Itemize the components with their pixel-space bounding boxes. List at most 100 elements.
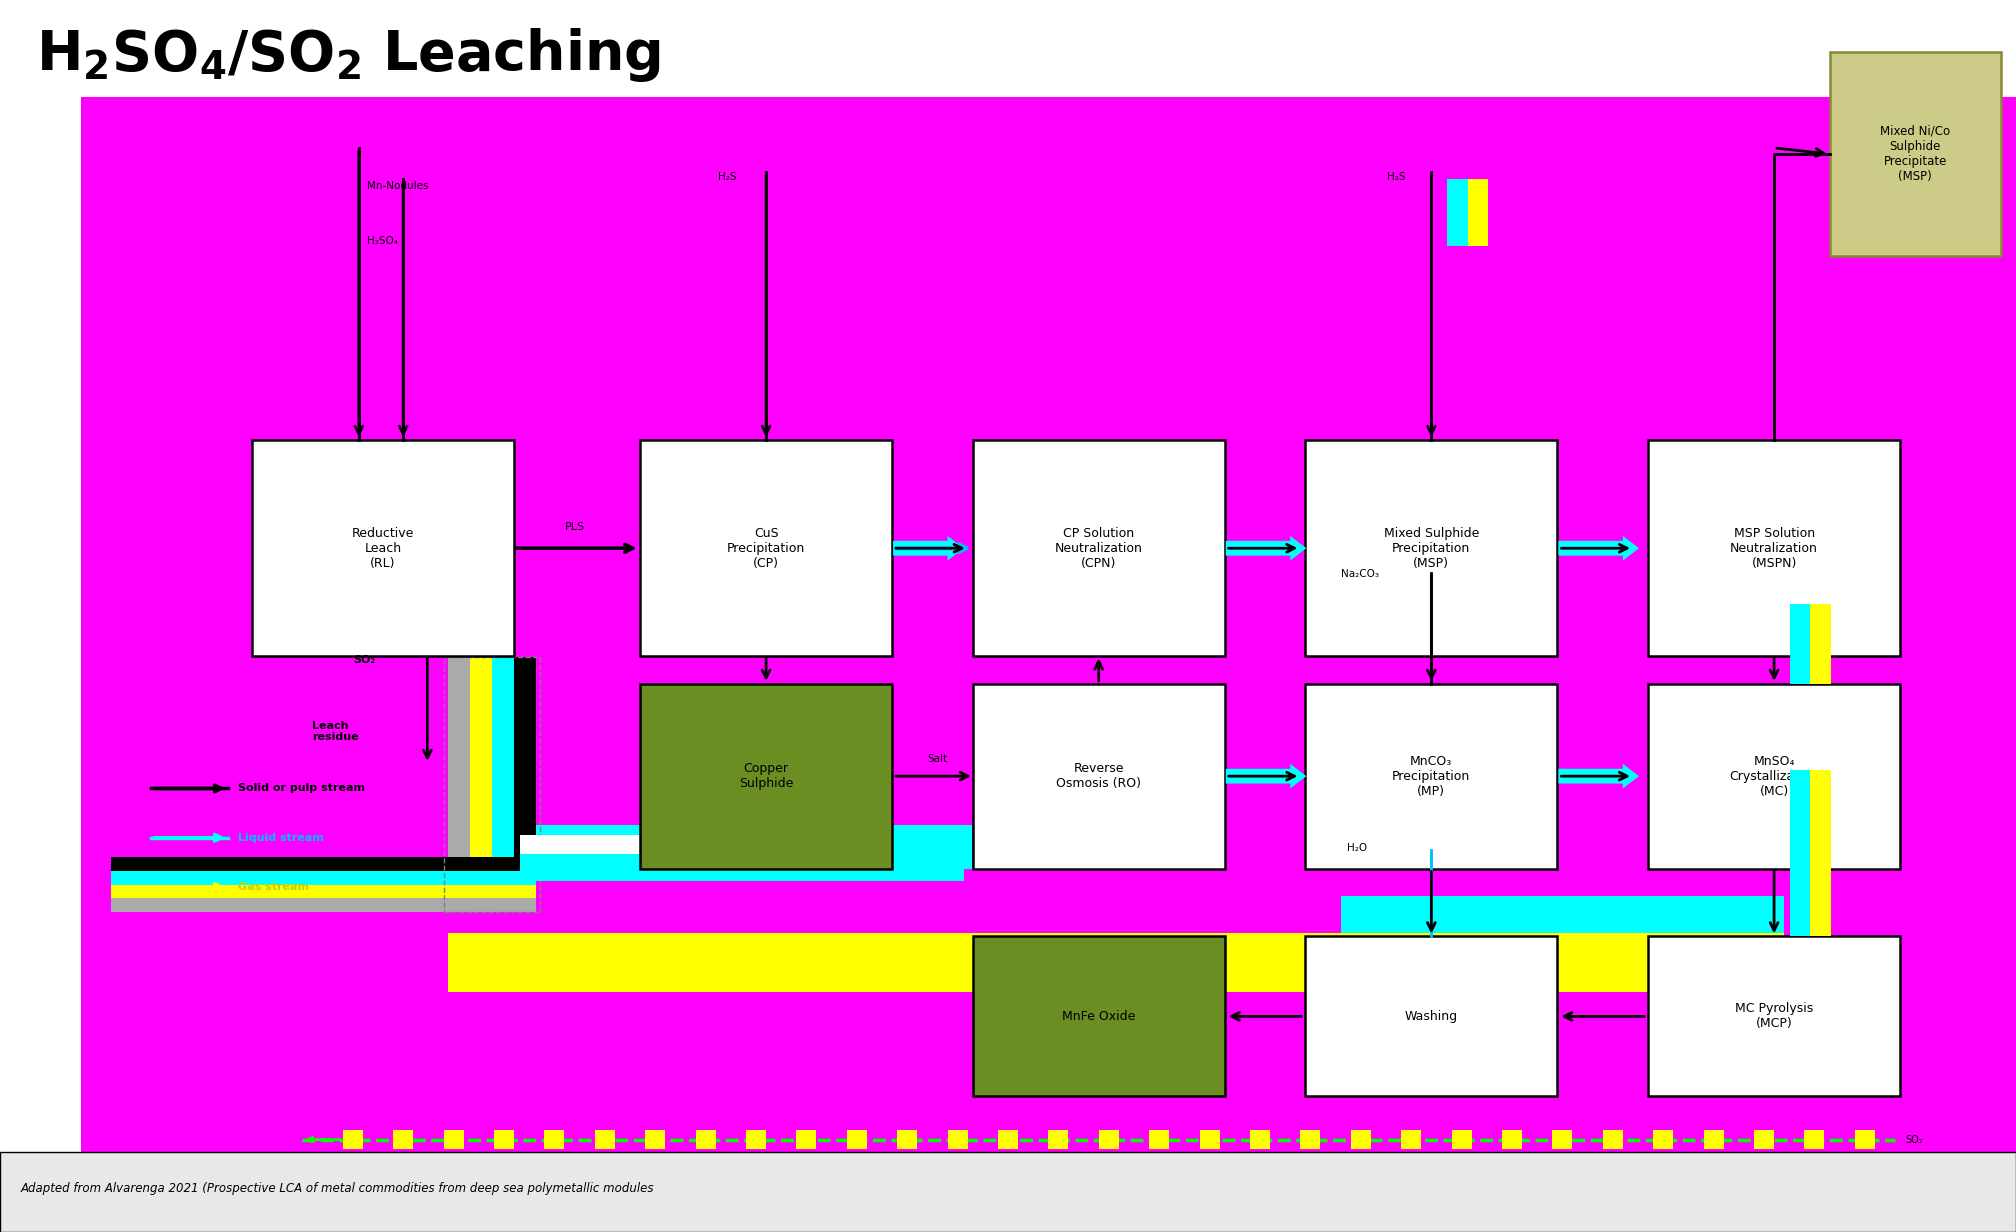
Bar xyxy=(972,440,1224,655)
FancyArrow shape xyxy=(1226,764,1306,788)
Bar xyxy=(948,1130,968,1149)
Bar xyxy=(847,1130,867,1149)
Bar xyxy=(1048,1130,1068,1149)
Bar xyxy=(111,857,536,871)
Text: H₂SO₄: H₂SO₄ xyxy=(367,237,397,246)
Bar xyxy=(1603,1130,1623,1149)
Bar xyxy=(1810,604,1831,684)
Bar xyxy=(0,1152,2016,1232)
Bar xyxy=(448,657,470,912)
Bar xyxy=(111,885,536,898)
Bar xyxy=(1790,869,1810,936)
Text: Washing: Washing xyxy=(1405,1010,1458,1023)
Bar xyxy=(1401,1130,1421,1149)
Text: Leach
residue: Leach residue xyxy=(312,721,359,743)
Bar xyxy=(1306,684,1556,869)
Bar xyxy=(1754,1130,1774,1149)
Text: MnFe Oxide: MnFe Oxide xyxy=(1062,1010,1135,1023)
Bar xyxy=(1790,770,1810,869)
Bar xyxy=(1810,869,1831,936)
Bar xyxy=(998,1130,1018,1149)
Bar xyxy=(448,933,1784,992)
Text: MC Pyrolysis
(MCP): MC Pyrolysis (MCP) xyxy=(1736,1003,1812,1030)
Text: SO₂: SO₂ xyxy=(353,655,375,665)
FancyArrow shape xyxy=(1226,536,1306,561)
Bar xyxy=(343,1130,363,1149)
FancyArrow shape xyxy=(1558,536,1639,561)
Bar xyxy=(492,657,514,912)
Bar xyxy=(1468,179,1488,246)
Text: Mixed Sulphide
Precipitation
(MSP): Mixed Sulphide Precipitation (MSP) xyxy=(1383,527,1480,569)
Text: $\mathbf{H_2SO_4/SO_2\ Leaching}$: $\mathbf{H_2SO_4/SO_2\ Leaching}$ xyxy=(36,26,661,85)
FancyArrow shape xyxy=(1558,764,1639,788)
Bar xyxy=(520,835,722,854)
Bar xyxy=(1810,770,1831,869)
Text: MnSO₄
Crystallization
(MC): MnSO₄ Crystallization (MC) xyxy=(1730,755,1818,797)
Bar xyxy=(1502,1130,1522,1149)
Bar xyxy=(1250,1130,1270,1149)
Bar xyxy=(1149,1130,1169,1149)
Text: Mn-Nodules: Mn-Nodules xyxy=(367,181,429,191)
Text: H₂S: H₂S xyxy=(1387,172,1405,182)
Bar xyxy=(1099,1130,1119,1149)
Bar xyxy=(470,657,492,912)
Text: Reverse
Osmosis (RO): Reverse Osmosis (RO) xyxy=(1056,763,1141,790)
Bar xyxy=(544,1130,564,1149)
Bar xyxy=(1552,1130,1572,1149)
Bar xyxy=(1647,936,1899,1096)
Text: Salt: Salt xyxy=(927,754,948,764)
Bar xyxy=(1351,1130,1371,1149)
Bar xyxy=(641,440,891,655)
Text: H₂S: H₂S xyxy=(718,172,736,182)
Text: SO₂: SO₂ xyxy=(1905,1135,1923,1145)
Bar xyxy=(1306,440,1556,655)
Bar xyxy=(444,657,540,912)
Text: Adapted from Alvarenga 2021 (Prospective LCA of metal commodities from deep sea : Adapted from Alvarenga 2021 (Prospective… xyxy=(20,1183,653,1195)
Bar xyxy=(1790,604,1810,684)
Text: Liquid stream: Liquid stream xyxy=(238,833,325,843)
Bar xyxy=(1831,52,2000,255)
Bar xyxy=(1300,1130,1320,1149)
Text: MSP Solution
Neutralization
(MSPN): MSP Solution Neutralization (MSPN) xyxy=(1730,527,1818,569)
Bar xyxy=(1447,179,1468,246)
Bar xyxy=(897,1130,917,1149)
Text: Na₂CO₃: Na₂CO₃ xyxy=(1341,569,1379,579)
Bar xyxy=(641,684,891,869)
Text: Copper
Sulphide: Copper Sulphide xyxy=(740,763,792,790)
Bar xyxy=(1647,684,1899,869)
Bar xyxy=(514,657,536,912)
Text: CuS
Precipitation
(CP): CuS Precipitation (CP) xyxy=(728,527,804,569)
Text: Gas stream: Gas stream xyxy=(238,882,308,892)
Text: Mixed Ni/Co
Sulphide
Precipitate
(MSP): Mixed Ni/Co Sulphide Precipitate (MSP) xyxy=(1881,124,1949,184)
Bar xyxy=(520,854,964,881)
Bar xyxy=(1647,440,1899,655)
Bar xyxy=(1804,1130,1824,1149)
Bar xyxy=(111,898,536,912)
Bar xyxy=(972,936,1224,1096)
Text: CP Solution
Neutralization
(CPN): CP Solution Neutralization (CPN) xyxy=(1054,527,1143,569)
Text: Reductive
Leach
(RL): Reductive Leach (RL) xyxy=(353,527,413,569)
FancyArrow shape xyxy=(893,536,964,561)
Bar xyxy=(393,1130,413,1149)
Text: MnCO₃
Precipitation
(MP): MnCO₃ Precipitation (MP) xyxy=(1393,755,1470,797)
Text: PLS: PLS xyxy=(564,522,585,532)
Bar xyxy=(494,1130,514,1149)
Bar xyxy=(1341,896,1784,933)
Bar xyxy=(746,1130,766,1149)
Bar xyxy=(1306,936,1556,1096)
Bar xyxy=(696,1130,716,1149)
Bar xyxy=(111,871,536,885)
Bar xyxy=(444,1130,464,1149)
Bar xyxy=(0,0,2016,99)
Bar xyxy=(81,97,2016,1152)
Bar xyxy=(796,1130,816,1149)
Bar xyxy=(1653,1130,1673,1149)
Text: H₂O: H₂O xyxy=(1347,843,1367,853)
Bar xyxy=(556,838,798,862)
Bar xyxy=(1855,1130,1875,1149)
Bar xyxy=(595,1130,615,1149)
Bar xyxy=(1704,1130,1724,1149)
Bar xyxy=(536,825,972,869)
Bar xyxy=(1452,1130,1472,1149)
Bar xyxy=(1200,1130,1220,1149)
